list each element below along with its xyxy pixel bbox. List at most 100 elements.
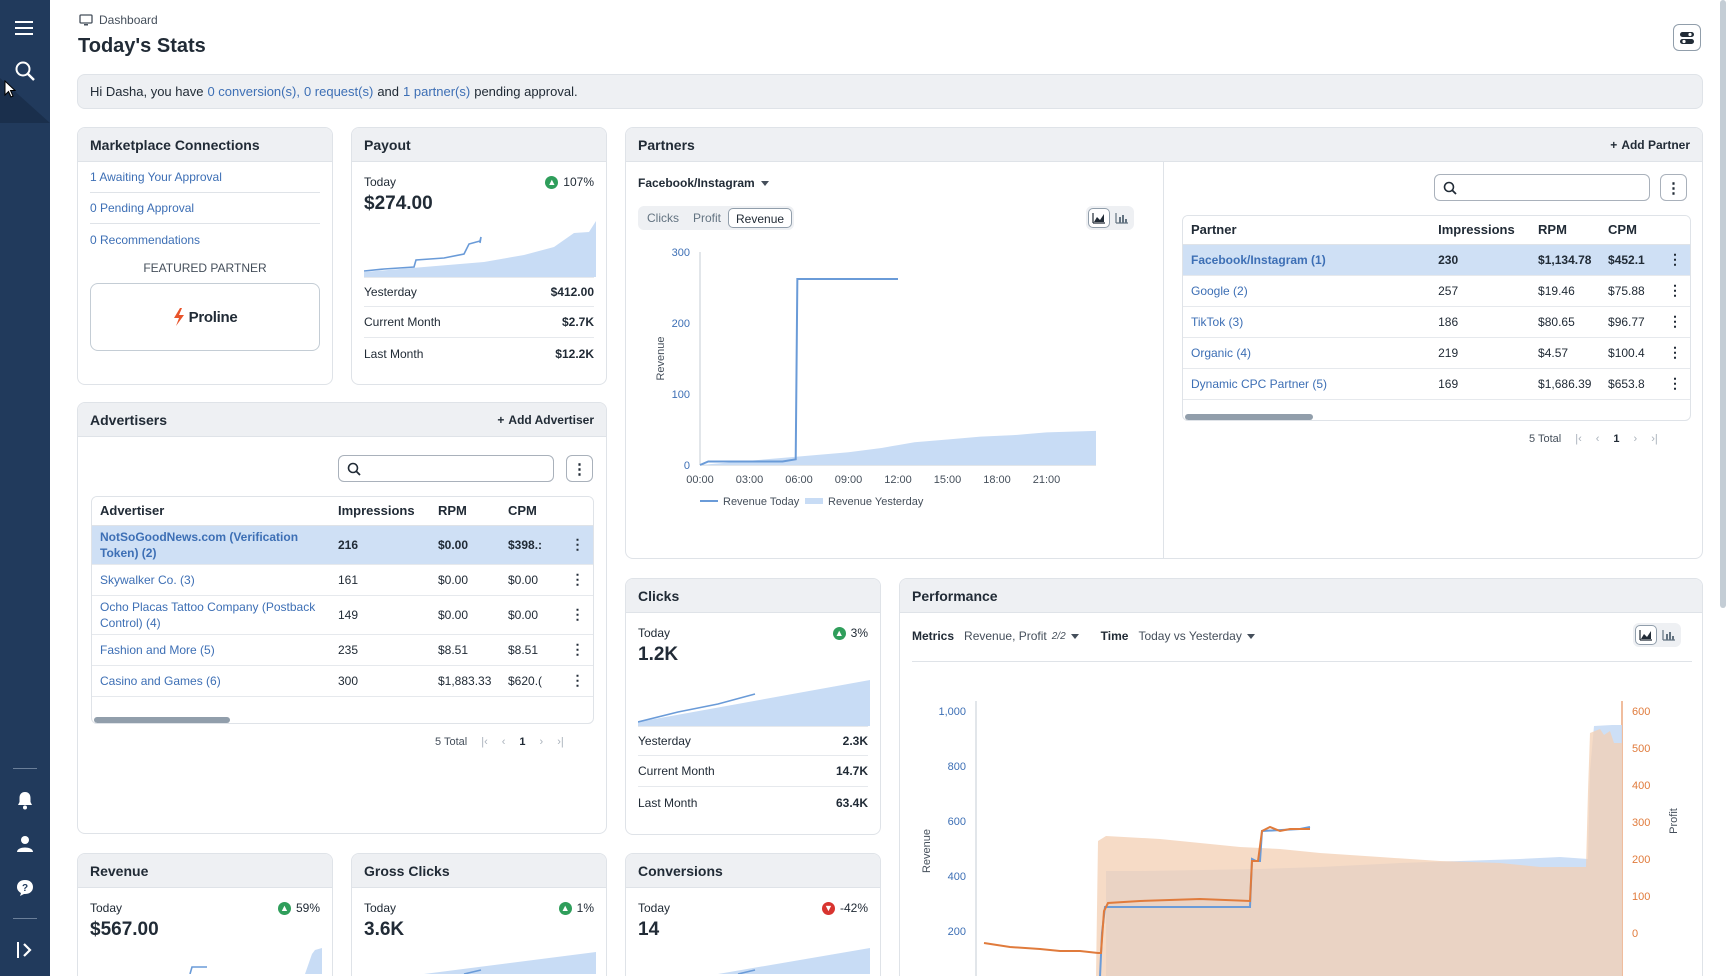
partner-name-link[interactable]: Dynamic CPC Partner (5) bbox=[1191, 376, 1328, 391]
partner-name-link[interactable]: Google (2) bbox=[1191, 283, 1248, 298]
bar-chart-icon[interactable] bbox=[1112, 208, 1132, 228]
partner-selector[interactable]: Facebook/Instagram bbox=[638, 176, 769, 190]
tab-clicks[interactable]: Clicks bbox=[647, 211, 679, 225]
performance-divider bbox=[912, 661, 1692, 662]
table-row[interactable]: Google (2) 257 $19.46 $75.88 ⋮ bbox=[1183, 275, 1690, 307]
row-menu-icon[interactable]: ⋮ bbox=[1659, 244, 1690, 276]
partner-search-input[interactable] bbox=[1434, 174, 1650, 201]
row-menu-icon[interactable]: ⋮ bbox=[560, 634, 593, 666]
requests-link[interactable]: 0 request(s) bbox=[303, 84, 374, 99]
row-menu-icon[interactable]: ⋮ bbox=[560, 564, 593, 596]
conversions-pct: -42% bbox=[839, 901, 868, 915]
first-page-icon[interactable]: |‹ bbox=[481, 736, 488, 748]
table-scrollbar[interactable] bbox=[1185, 414, 1313, 420]
next-page-icon[interactable]: › bbox=[1633, 433, 1638, 445]
table-row[interactable]: Facebook/Instagram (1) 230 $1,134.78 $45… bbox=[1183, 244, 1690, 276]
current-page[interactable]: 1 bbox=[1613, 433, 1620, 445]
row-menu-icon[interactable]: ⋮ bbox=[560, 595, 593, 635]
current-page[interactable]: 1 bbox=[519, 736, 526, 748]
advertiser-name-link[interactable]: NotSoGoodNews.com (Verification Token) (… bbox=[100, 529, 299, 560]
table-row[interactable]: NotSoGoodNews.com (Verification Token) (… bbox=[92, 525, 593, 565]
last-page-icon[interactable]: ›| bbox=[1651, 433, 1658, 445]
clicks-yesterday-value: 2.3K bbox=[842, 734, 868, 748]
row-menu-icon[interactable]: ⋮ bbox=[1659, 368, 1690, 400]
tab-revenue[interactable]: Revenue bbox=[728, 208, 793, 228]
featured-partner-card[interactable]: Proline bbox=[90, 283, 320, 351]
col-rpm[interactable]: RPM bbox=[1530, 216, 1601, 245]
table-scrollbar[interactable] bbox=[94, 717, 230, 723]
expand-icon[interactable] bbox=[9, 934, 41, 966]
conversions-today-label: Today bbox=[638, 901, 671, 915]
advertiser-name-link[interactable]: Skywalker Co. (3) bbox=[100, 572, 195, 587]
advertiser-name-link[interactable]: Fashion and More (5) bbox=[100, 642, 215, 657]
conversions-link[interactable]: 0 conversion(s), bbox=[207, 84, 300, 99]
y-left-axis-label: Revenue bbox=[921, 829, 933, 873]
impressions-cell: 300 bbox=[330, 665, 430, 697]
partner-name-link[interactable]: Facebook/Instagram (1) bbox=[1191, 252, 1326, 267]
cpm-cell: $653.8 bbox=[1600, 368, 1660, 400]
search-icon bbox=[1443, 181, 1457, 195]
table-row[interactable]: TikTok (3) 186 $80.65 $96.77 ⋮ bbox=[1183, 306, 1690, 338]
conversions-title: Conversions bbox=[638, 862, 723, 879]
col-advertiser[interactable]: Advertiser bbox=[92, 497, 330, 526]
user-icon[interactable] bbox=[9, 828, 41, 860]
row-menu-icon[interactable]: ⋮ bbox=[560, 525, 593, 565]
area-chart-icon[interactable] bbox=[1088, 208, 1110, 228]
partner-more-button[interactable]: ⋮ bbox=[1660, 174, 1687, 201]
advertiser-name-link[interactable]: Ocho Placas Tattoo Company (Postback Con… bbox=[100, 599, 316, 630]
y-right-axis-label: Profit bbox=[1668, 808, 1680, 834]
next-page-icon[interactable]: › bbox=[539, 736, 544, 748]
bar-chart-icon[interactable] bbox=[1659, 625, 1679, 645]
svg-text:?: ? bbox=[22, 883, 28, 894]
first-page-icon[interactable]: |‹ bbox=[1575, 433, 1582, 445]
col-partner[interactable]: Partner bbox=[1183, 216, 1431, 245]
row-menu-icon[interactable]: ⋮ bbox=[1659, 337, 1690, 369]
time-dropdown[interactable]: Today vs Yesterday bbox=[1138, 629, 1255, 643]
row-menu-icon[interactable]: ⋮ bbox=[560, 665, 593, 697]
search-icon[interactable] bbox=[9, 55, 41, 87]
row-menu-icon[interactable]: ⋮ bbox=[1659, 275, 1690, 307]
row-menu-icon[interactable]: ⋮ bbox=[1659, 306, 1690, 338]
layout-toggle-button[interactable] bbox=[1673, 24, 1701, 51]
payout-value: $274.00 bbox=[364, 193, 433, 214]
col-rpm[interactable]: RPM bbox=[430, 497, 500, 526]
table-row[interactable]: Ocho Placas Tattoo Company (Postback Con… bbox=[92, 595, 593, 635]
awaiting-approval-link[interactable]: 1 Awaiting Your Approval bbox=[90, 170, 222, 184]
breadcrumb-label[interactable]: Dashboard bbox=[99, 13, 158, 27]
tab-profit[interactable]: Profit bbox=[693, 211, 722, 225]
table-row[interactable]: Organic (4) 219 $4.57 $100.4 ⋮ bbox=[1183, 337, 1690, 369]
last-page-icon[interactable]: ›| bbox=[557, 736, 564, 748]
partner-name-link[interactable]: Organic (4) bbox=[1191, 345, 1252, 360]
table-row[interactable]: Fashion and More (5) 235 $8.51 $8.51 ⋮ bbox=[92, 634, 593, 666]
payout-today-label: Today bbox=[364, 175, 397, 189]
col-impressions[interactable]: Impressions bbox=[330, 497, 430, 526]
advertiser-search-input[interactable] bbox=[338, 455, 554, 482]
metrics-dropdown[interactable]: Revenue, Profit 2/2 bbox=[964, 629, 1079, 643]
table-row[interactable]: Casino and Games (6) 300 $1,883.33 $620.… bbox=[92, 665, 593, 697]
prev-page-icon[interactable]: ‹ bbox=[1595, 433, 1600, 445]
series-line-profit-today bbox=[983, 825, 1310, 954]
table-row[interactable]: Dynamic CPC Partner (5) 169 $1,686.39 $6… bbox=[1183, 368, 1690, 400]
menu-icon[interactable] bbox=[9, 12, 41, 44]
add-partner-button[interactable]: + Add Partner bbox=[1610, 137, 1690, 152]
recommendations-link[interactable]: 0 Recommendations bbox=[90, 232, 201, 247]
bell-icon[interactable] bbox=[9, 784, 41, 816]
advertiser-name-link[interactable]: Casino and Games (6) bbox=[100, 673, 221, 688]
payout-yesterday-value: $412.00 bbox=[550, 285, 594, 299]
pending-approval-link[interactable]: 0 Pending Approval bbox=[90, 201, 195, 215]
partner-name-link[interactable]: TikTok (3) bbox=[1191, 314, 1244, 329]
y-tick-label: 200 bbox=[672, 318, 690, 330]
page-scrollbar[interactable] bbox=[1720, 0, 1726, 608]
advertiser-more-button[interactable]: ⋮ bbox=[566, 455, 593, 482]
area-chart-icon[interactable] bbox=[1635, 625, 1657, 645]
col-cpm[interactable]: CPM bbox=[1600, 216, 1660, 245]
col-cpm[interactable]: CPM bbox=[500, 497, 560, 526]
add-advertiser-button[interactable]: + Add Advertiser bbox=[497, 412, 594, 427]
y-left-tick-label: 1,000 bbox=[938, 706, 966, 718]
table-row[interactable]: Skywalker Co. (3) 161 $0.00 $0.00 ⋮ bbox=[92, 564, 593, 596]
partners-link[interactable]: 1 partner(s) bbox=[403, 84, 471, 99]
impressions-cell: 230 bbox=[1430, 244, 1531, 276]
help-icon[interactable]: ? bbox=[9, 872, 41, 904]
prev-page-icon[interactable]: ‹ bbox=[501, 736, 506, 748]
col-impressions[interactable]: Impressions bbox=[1430, 216, 1531, 245]
